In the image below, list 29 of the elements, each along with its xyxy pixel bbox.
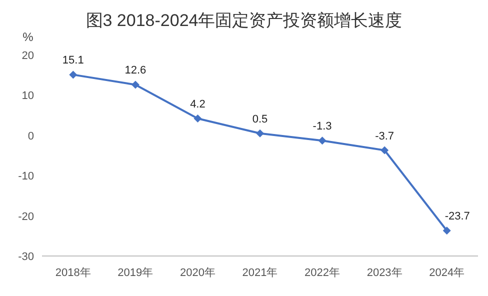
data-label: 4.2 [190, 98, 206, 111]
data-label: -23.7 [444, 210, 470, 223]
y-tick-label: -30 [18, 251, 34, 263]
point [318, 136, 326, 145]
point [69, 70, 78, 79]
data-label: 0.5 [252, 113, 268, 126]
data-label: 15.1 [62, 54, 84, 67]
point [442, 226, 451, 235]
x-tick-label: 2018年 [55, 267, 91, 279]
y-tick-label: 20 [22, 50, 34, 62]
data-label: -3.7 [375, 130, 394, 142]
y-tick-label: -10 [18, 170, 34, 183]
point [380, 146, 389, 154]
point [194, 114, 202, 123]
data-label: 12.6 [124, 64, 146, 77]
data-label: -1.3 [312, 120, 332, 133]
point [256, 129, 264, 138]
y-tick-label: 0 [28, 130, 34, 142]
x-tick-label: 2019年 [118, 267, 154, 279]
y-axis-title: % [22, 30, 34, 44]
x-tick-label: 2022年 [304, 267, 340, 279]
y-tick-label: -20 [18, 210, 34, 223]
x-tick-label: 2024年 [429, 267, 465, 279]
chart-title: 图3 2018-2024年固定资产投资额增长速度 [86, 11, 402, 30]
x-tick-label: 2021年 [242, 267, 278, 279]
point [131, 80, 140, 89]
y-tick-label: 10 [22, 90, 34, 102]
x-tick-label: 2023年 [366, 267, 402, 279]
x-tick-label: 2020年 [180, 267, 216, 279]
